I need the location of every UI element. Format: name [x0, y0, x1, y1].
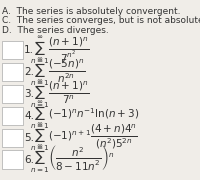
Text: 2.: 2.	[24, 67, 34, 77]
Text: $\sum_{n=1}^{\infty} \dfrac{(-5n)^n}{n^{2n}}$: $\sum_{n=1}^{\infty} \dfrac{(-5n)^n}{n^{…	[30, 57, 85, 88]
Text: 3.: 3.	[24, 89, 34, 99]
Text: $\sum_{n=1}^{\infty} \left(\dfrac{n^2}{8-11n^2}\right)^n$: $\sum_{n=1}^{\infty} \left(\dfrac{n^2}{8…	[30, 144, 114, 175]
Text: 4.: 4.	[24, 111, 34, 121]
Text: 1.: 1.	[24, 45, 34, 55]
Text: 6.: 6.	[24, 154, 34, 165]
Text: A.  The series is absolutely convergent.: A. The series is absolutely convergent.	[2, 7, 181, 16]
Text: $\sum_{n=1}^{\infty} (-1)^n n^{-1} \ln(n+3)$: $\sum_{n=1}^{\infty} (-1)^n n^{-1} \ln(n…	[30, 100, 139, 131]
Text: D.  The series diverges.: D. The series diverges.	[2, 26, 109, 35]
FancyBboxPatch shape	[2, 150, 23, 169]
FancyBboxPatch shape	[2, 85, 23, 103]
FancyBboxPatch shape	[2, 41, 23, 59]
Text: 5.: 5.	[24, 133, 34, 143]
Text: $\sum_{n=1}^{\infty} \dfrac{(n+1)^n}{7^{n^2}}$: $\sum_{n=1}^{\infty} \dfrac{(n+1)^n}{7^{…	[30, 35, 89, 66]
FancyBboxPatch shape	[2, 129, 23, 147]
Text: C.  The series converges, but is not absolutely convergent.: C. The series converges, but is not abso…	[2, 16, 200, 25]
FancyBboxPatch shape	[2, 63, 23, 81]
Text: $\sum_{n=1}^{\infty} (-1)^{n+1} \dfrac{(4+n)4^n}{(n^2)5^{2n}}$: $\sum_{n=1}^{\infty} (-1)^{n+1} \dfrac{(…	[30, 122, 138, 153]
Text: $\sum_{n=1}^{\infty} \dfrac{(n+1)^n}{7^n}$: $\sum_{n=1}^{\infty} \dfrac{(n+1)^n}{7^n…	[30, 78, 89, 110]
FancyBboxPatch shape	[2, 107, 23, 125]
